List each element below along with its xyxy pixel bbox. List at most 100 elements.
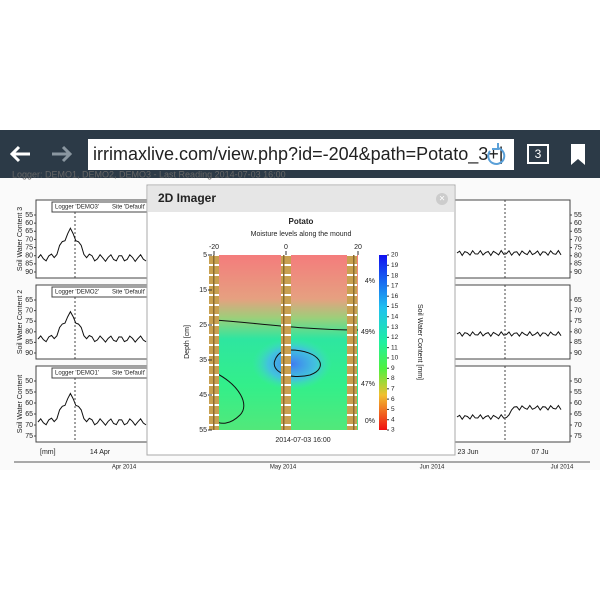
colorbar xyxy=(379,255,387,430)
y-tick-label: 70 xyxy=(574,236,582,243)
colorbar-tick-label: 16 xyxy=(391,293,399,300)
x-tick-label: 0 xyxy=(284,244,288,251)
tabs-button[interactable] xyxy=(527,144,549,164)
forward-button[interactable] xyxy=(52,145,73,163)
y-tick-label: 70 xyxy=(25,307,33,314)
y-tick-label: 50 xyxy=(25,378,33,385)
y-tick-label: 85 xyxy=(574,339,582,346)
panel-frame xyxy=(35,199,151,279)
colorbar-tick-label: 15 xyxy=(391,303,399,310)
sensor-trace xyxy=(37,227,147,263)
y-tick-label: 80 xyxy=(574,253,582,260)
sensor-trace xyxy=(456,249,562,257)
colorbar-tick-label: 14 xyxy=(391,313,399,320)
sensor-trace xyxy=(456,330,562,338)
tab-count: 3 xyxy=(535,147,542,161)
colorbar-tick-label: 4 xyxy=(391,416,395,423)
popup-axes: -20 0 205152535455520191817161514131211109… xyxy=(199,244,398,434)
back-button[interactable] xyxy=(9,145,30,163)
month-label: Jul 2014 xyxy=(551,465,574,471)
y-tick-label: 80 xyxy=(25,329,33,336)
x-tick-label: 23 Jun xyxy=(457,449,478,456)
panel-site: Site 'Default' xyxy=(112,205,145,211)
y-tick-label: 65 xyxy=(574,411,582,418)
y-tick-label: 55 xyxy=(199,427,207,434)
popup-title: 2D Imager xyxy=(158,191,216,205)
zone-percentage: 47% xyxy=(361,381,375,388)
contour xyxy=(213,319,359,331)
x-tick-label: 14 Apr xyxy=(90,449,111,456)
sensor-probe xyxy=(209,255,219,430)
month-label: Jun 2014 xyxy=(420,465,445,471)
panel-ylabel: Soil Water Content 3 xyxy=(17,207,24,271)
popup-titlebar xyxy=(148,186,454,212)
colorbar-tick-label: 8 xyxy=(391,375,395,382)
panel-logger: Logger 'DEMO2' xyxy=(55,290,99,296)
heatmap xyxy=(209,255,359,430)
sensor-trace xyxy=(37,392,147,427)
y-tick-label: 65 xyxy=(574,228,582,235)
y-tick-label: 55 xyxy=(25,212,33,219)
panel-site: Site 'Default' xyxy=(112,371,145,377)
url-text: irrimaxlive.com/view.php?id=-204&path=Po… xyxy=(93,144,503,165)
y-tick-label: 70 xyxy=(25,236,33,243)
y-tick-label: 70 xyxy=(574,307,582,314)
y-tick-label: 60 xyxy=(574,400,582,407)
y-tick-label: 70 xyxy=(574,422,582,429)
sensor-trace xyxy=(456,404,562,421)
contour xyxy=(213,371,245,424)
panel-ylabel: Soil Water Content 2 xyxy=(17,290,24,354)
y-tick-label: 85 xyxy=(574,261,582,268)
colorbar-tick-label: 7 xyxy=(391,386,395,393)
sensor-probe xyxy=(347,255,357,430)
month-label: Apr 2014 xyxy=(112,465,137,471)
reload-button[interactable] xyxy=(487,143,506,165)
y-tick-label: 55 xyxy=(574,212,582,219)
y-tick-label: 75 xyxy=(574,433,582,440)
panel-logger: Logger 'DEMO3' xyxy=(55,205,99,211)
y-tick-label: 25 xyxy=(199,322,207,329)
y-tick-label: 15 xyxy=(199,287,207,294)
colorbar-tick-label: 19 xyxy=(391,262,399,269)
y-tick-label: 75 xyxy=(25,318,33,325)
zone-percentage: 49% xyxy=(361,329,375,336)
y-tick-label: 55 xyxy=(574,389,582,396)
colorbar-tick-label: 9 xyxy=(391,365,395,372)
panel-ylabel: Soil Water Content xyxy=(17,375,24,434)
y-tick-label: 35 xyxy=(199,357,207,364)
y-tick-label: 50 xyxy=(574,378,582,385)
sensor-trace xyxy=(37,310,147,343)
close-button[interactable] xyxy=(436,193,448,205)
timestamp: 2014-07-03 16:00 xyxy=(275,437,330,444)
y-tick-label: 80 xyxy=(25,253,33,260)
y-tick-label: 75 xyxy=(574,318,582,325)
x-tick-label: 20 xyxy=(354,244,362,251)
y-tick-label: 90 xyxy=(25,350,33,357)
y-tick-label: 45 xyxy=(199,392,207,399)
x-tick-label: 07 Ju xyxy=(531,449,548,456)
colorbar-tick-label: 20 xyxy=(391,252,399,259)
zone-percentage: 0% xyxy=(365,418,375,425)
panel-logger: Logger 'DEMO1' xyxy=(55,371,99,377)
url-bar[interactable] xyxy=(88,139,514,170)
y-tick-label: 80 xyxy=(574,329,582,336)
wet-zone xyxy=(252,338,332,390)
colorbar-tick-label: 5 xyxy=(391,406,395,413)
y-axis-label: Depth [cm] xyxy=(184,325,191,359)
colorbar-tick-label: 10 xyxy=(391,355,399,362)
y-tick-label: 65 xyxy=(25,297,33,304)
colorbar-tick-label: 6 xyxy=(391,396,395,403)
colorbar-tick-label: 11 xyxy=(391,344,398,351)
y-tick-label: 60 xyxy=(25,400,33,407)
y-tick-label: 5 xyxy=(203,252,207,259)
panels: Logger 'DEMO3' Site 'Default' Soil Water C… xyxy=(17,199,582,471)
month-label: May 2014 xyxy=(270,465,297,471)
bookmark-button[interactable] xyxy=(571,144,585,165)
y-tick-label: 65 xyxy=(25,228,33,235)
x-tick-label: -20 xyxy=(209,244,219,251)
sensor-probe xyxy=(281,255,291,430)
y-tick-label: 75 xyxy=(25,244,33,251)
y-tick-label: 75 xyxy=(25,433,33,440)
colorbar-tick-label: 18 xyxy=(391,272,399,279)
